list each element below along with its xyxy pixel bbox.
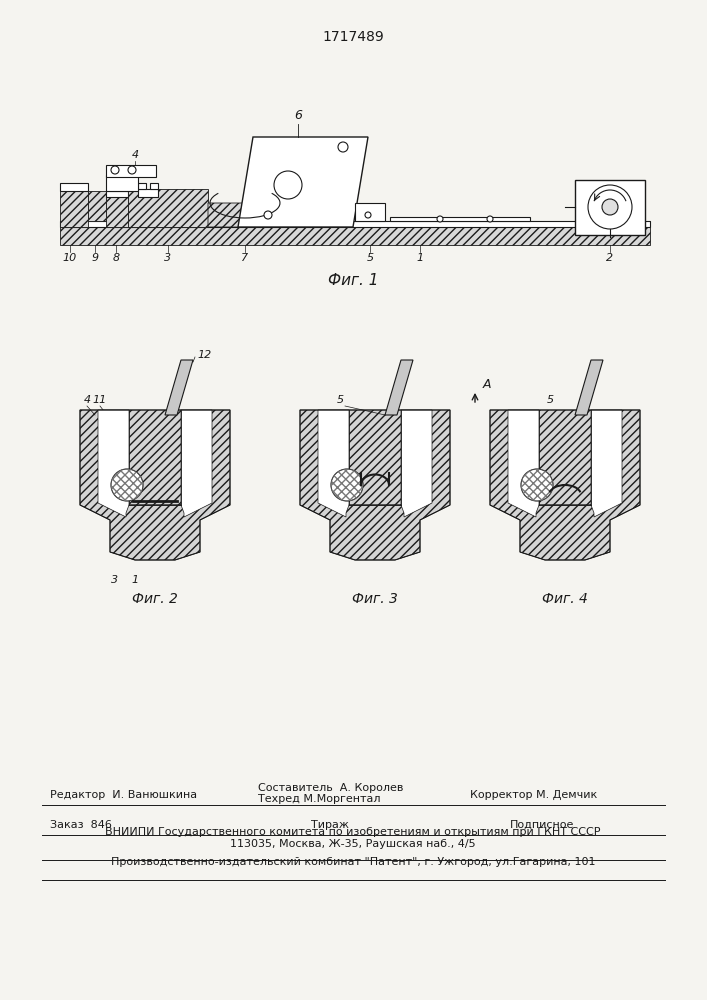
Text: 3: 3 xyxy=(112,575,119,585)
Bar xyxy=(138,189,158,197)
Text: Тираж: Тираж xyxy=(311,820,349,830)
Polygon shape xyxy=(98,410,212,517)
Text: 113035, Москва, Ж-35, Раушская наб., 4/5: 113035, Москва, Ж-35, Раушская наб., 4/5 xyxy=(230,839,476,849)
Circle shape xyxy=(437,216,443,222)
Text: 12: 12 xyxy=(197,350,211,360)
Polygon shape xyxy=(490,410,640,560)
Bar xyxy=(106,165,156,177)
Text: Корректор М. Демчик: Корректор М. Демчик xyxy=(470,790,597,800)
Bar xyxy=(60,191,88,227)
Text: 11: 11 xyxy=(93,395,107,405)
Bar xyxy=(390,217,530,221)
Bar xyxy=(88,191,106,221)
Polygon shape xyxy=(300,410,450,560)
Text: Составитель  А. Королев: Составитель А. Королев xyxy=(258,783,404,793)
Circle shape xyxy=(338,142,348,152)
Text: Заказ  846: Заказ 846 xyxy=(50,820,112,830)
Circle shape xyxy=(487,216,493,222)
Text: A: A xyxy=(483,378,491,391)
Text: 6: 6 xyxy=(294,109,302,122)
Text: Фиг. 3: Фиг. 3 xyxy=(352,592,398,606)
Bar xyxy=(138,183,146,189)
Polygon shape xyxy=(385,360,413,415)
Circle shape xyxy=(128,166,136,174)
Bar xyxy=(60,183,88,191)
Polygon shape xyxy=(508,410,622,517)
Polygon shape xyxy=(575,360,603,415)
Text: Фиг. 1: Фиг. 1 xyxy=(328,273,378,288)
Text: 3: 3 xyxy=(165,253,172,263)
Circle shape xyxy=(264,211,272,219)
Text: 1: 1 xyxy=(132,575,139,585)
Polygon shape xyxy=(80,410,230,560)
Bar xyxy=(150,183,158,189)
Text: 5: 5 xyxy=(547,395,554,405)
Text: 1: 1 xyxy=(416,253,423,263)
Circle shape xyxy=(111,166,119,174)
Polygon shape xyxy=(165,360,193,415)
Text: Техред М.Моргентал: Техред М.Моргентал xyxy=(258,794,380,804)
Circle shape xyxy=(602,199,618,215)
Text: 7: 7 xyxy=(241,253,249,263)
Circle shape xyxy=(274,171,302,199)
Circle shape xyxy=(588,185,632,229)
Text: ВНИИПИ Государственного комитета по изобретениям и открытиям при ГКНТ СССР: ВНИИПИ Государственного комитета по изоб… xyxy=(105,827,601,837)
Text: Редактор  И. Ванюшкина: Редактор И. Ванюшкина xyxy=(50,790,197,800)
Circle shape xyxy=(331,469,363,501)
Bar xyxy=(106,197,128,227)
Circle shape xyxy=(111,469,143,501)
Text: Фиг. 4: Фиг. 4 xyxy=(542,592,588,606)
Text: 2: 2 xyxy=(607,253,614,263)
Bar xyxy=(106,191,128,197)
Text: 9: 9 xyxy=(91,253,98,263)
Polygon shape xyxy=(318,410,432,517)
Polygon shape xyxy=(208,203,280,227)
Text: Фиг. 2: Фиг. 2 xyxy=(132,592,178,606)
Text: 10: 10 xyxy=(63,253,77,263)
Text: Производственно-издательский комбинат "Патент", г. Ужгород, ул.Гагарина, 101: Производственно-издательский комбинат "П… xyxy=(111,857,595,867)
Circle shape xyxy=(365,212,371,218)
Bar xyxy=(60,227,650,245)
Text: 4: 4 xyxy=(132,150,139,160)
Text: 4: 4 xyxy=(83,395,90,405)
Bar xyxy=(355,203,385,221)
Text: 5: 5 xyxy=(337,395,344,405)
Polygon shape xyxy=(238,137,368,227)
Text: 1717489: 1717489 xyxy=(322,30,384,44)
Bar xyxy=(106,175,138,191)
Bar xyxy=(60,221,650,227)
Bar xyxy=(575,180,645,235)
Text: 8: 8 xyxy=(112,253,119,263)
Text: 5: 5 xyxy=(366,253,373,263)
Text: Подписное: Подписное xyxy=(510,820,574,830)
Circle shape xyxy=(521,469,553,501)
Bar xyxy=(128,189,208,227)
